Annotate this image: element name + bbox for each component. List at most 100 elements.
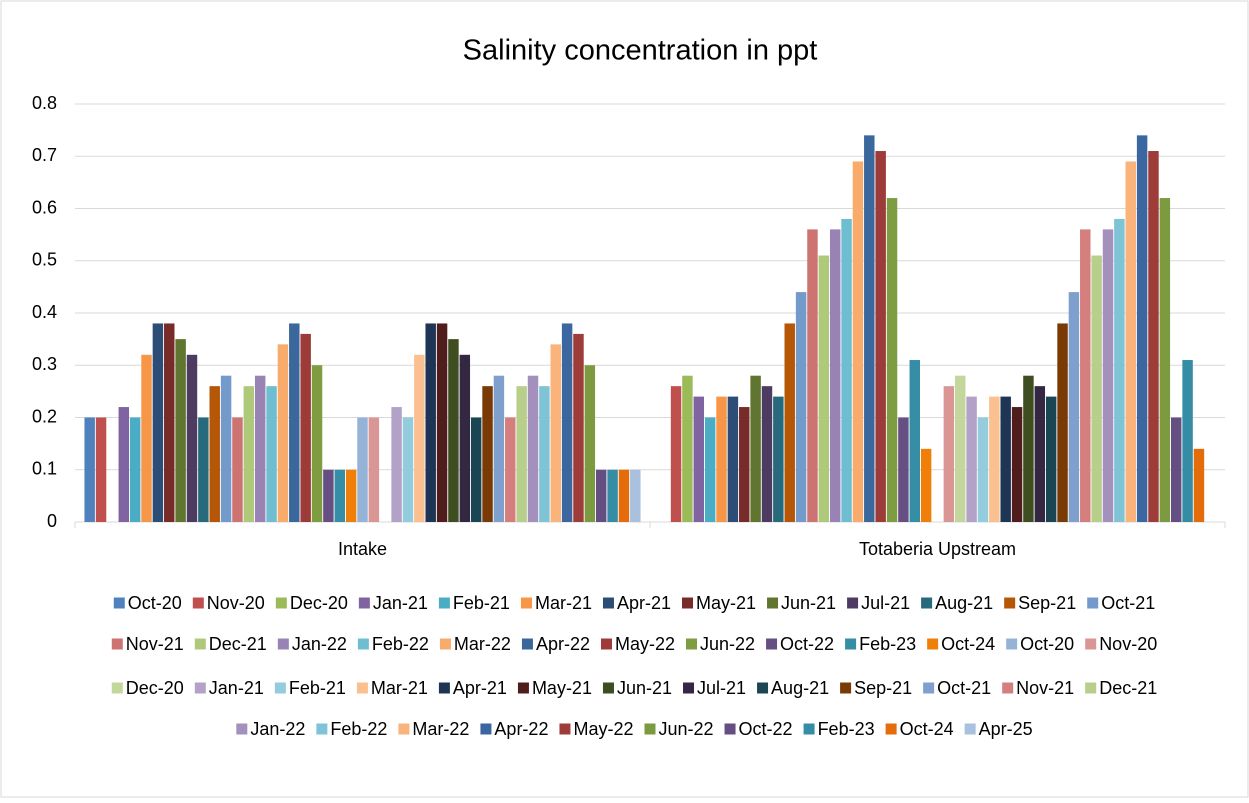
- legend-swatch: [113, 597, 125, 609]
- y-tick-label: 0.6: [32, 197, 57, 217]
- legend-item: Feb-21: [274, 678, 346, 698]
- legend-label: Nov-21: [126, 634, 184, 654]
- legend-item: Apr-25: [964, 719, 1033, 739]
- legend-item: Dec-20: [275, 593, 348, 613]
- legend-item: Nov-21: [111, 634, 184, 654]
- x-tick-label: Totaberia Upstream: [859, 539, 1016, 559]
- legend-label: Sep-21: [1018, 593, 1076, 613]
- legend-item: Jun-21: [767, 593, 836, 613]
- bar: [989, 396, 1000, 522]
- legend-swatch: [398, 723, 410, 735]
- legend-swatch: [600, 638, 612, 650]
- legend-swatch: [1085, 682, 1097, 694]
- legend-swatch: [316, 723, 328, 735]
- legend-swatch: [358, 597, 370, 609]
- legend-item: Sep-21: [840, 678, 912, 698]
- legend-label: Apr-21: [453, 678, 507, 698]
- legend-label: Feb-21: [289, 678, 346, 698]
- legend-label: Oct-22: [780, 634, 834, 654]
- legend-swatch: [840, 682, 852, 694]
- legend-swatch: [357, 638, 369, 650]
- legend-label: Mar-22: [412, 719, 469, 739]
- bar: [470, 417, 482, 522]
- legend-item: Oct-20: [113, 593, 182, 613]
- legend-item: Feb-23: [803, 719, 875, 739]
- legend-swatch: [602, 682, 614, 694]
- bar: [807, 229, 818, 522]
- bar: [527, 375, 539, 522]
- y-tick-label: 0.7: [32, 145, 57, 165]
- bar: [1102, 229, 1114, 522]
- bar: [829, 229, 841, 522]
- bar: [345, 469, 357, 522]
- legend-item: Jan-22: [277, 634, 347, 654]
- bar: [739, 407, 750, 522]
- legend-item: Mar-21: [520, 593, 592, 613]
- legend-label: Apr-22: [536, 634, 590, 654]
- legend-item: Sep-21: [1004, 593, 1076, 613]
- bar: [630, 469, 641, 522]
- chart-title: Salinity concentration in ppt: [463, 35, 818, 67]
- legend-item: Nov-21: [1002, 678, 1074, 698]
- bar: [909, 360, 920, 522]
- bar: [141, 354, 152, 522]
- legend-swatch: [194, 638, 206, 650]
- bar: [391, 407, 402, 522]
- legend-item: Aug-21: [757, 678, 829, 698]
- bar: [186, 354, 198, 522]
- legend-swatch: [1006, 638, 1018, 650]
- bar: [414, 354, 425, 522]
- bar: [1034, 386, 1046, 522]
- legend-item: Oct-22: [724, 719, 793, 739]
- bar: [232, 417, 243, 522]
- bar: [561, 323, 573, 522]
- bar: [1114, 218, 1125, 522]
- legend-swatch: [274, 682, 286, 694]
- legend-label: Jun-21: [617, 678, 672, 698]
- bar: [1000, 396, 1011, 522]
- bar: [841, 218, 852, 522]
- legend-label: Feb-23: [859, 634, 916, 654]
- bar: [254, 375, 266, 522]
- legend-swatch: [602, 597, 614, 609]
- bar: [584, 365, 596, 522]
- legend-label: Mar-21: [535, 593, 592, 613]
- legend-label: Sep-21: [854, 678, 912, 698]
- bar: [1011, 407, 1023, 522]
- legend-swatch: [766, 638, 778, 650]
- bar: [209, 386, 220, 522]
- bar: [1023, 375, 1034, 522]
- bar: [266, 386, 277, 522]
- bar: [920, 448, 932, 522]
- bar: [198, 417, 209, 522]
- legend-item: Oct-24: [927, 634, 995, 654]
- legend-item: Mar-22: [439, 634, 511, 654]
- y-tick-label: 0: [47, 511, 57, 531]
- legend-item: Dec-21: [1085, 678, 1157, 698]
- legend-label: Feb-22: [372, 634, 429, 654]
- legend-item: Oct-21: [1087, 593, 1155, 613]
- bar: [1148, 151, 1159, 522]
- bar: [1091, 255, 1102, 522]
- legend-label: Aug-21: [771, 678, 829, 698]
- bar: [773, 396, 784, 522]
- bar: [852, 161, 864, 522]
- legend-item: Nov-20: [1085, 634, 1157, 654]
- bar: [220, 375, 232, 522]
- legend-label: May-21: [696, 593, 756, 613]
- legend-swatch: [644, 723, 656, 735]
- legend-item: Jun-22: [686, 634, 755, 654]
- bar: [493, 375, 505, 522]
- legend-swatch: [277, 638, 289, 650]
- legend-item: Oct-21: [923, 678, 991, 698]
- y-tick-label: 0.8: [32, 93, 57, 113]
- legend-label: Jun-22: [658, 719, 713, 739]
- bar: [1193, 448, 1205, 522]
- legend-item: Jan-22: [236, 719, 305, 739]
- legend-item: Feb-21: [438, 593, 510, 613]
- legend-swatch: [1087, 597, 1099, 609]
- bar: [84, 417, 95, 522]
- legend-item: Aug-21: [921, 593, 993, 613]
- bar: [289, 323, 300, 522]
- bar: [795, 292, 807, 522]
